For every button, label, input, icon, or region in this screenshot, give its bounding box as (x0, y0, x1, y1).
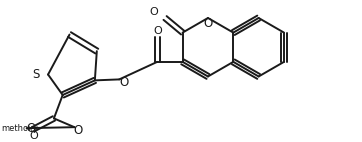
Text: O: O (149, 7, 158, 17)
Text: O: O (119, 76, 129, 89)
Text: O: O (203, 17, 212, 30)
Text: O: O (73, 124, 83, 137)
Text: O: O (29, 131, 38, 141)
Text: O: O (26, 122, 35, 135)
Text: methoxy: methoxy (1, 124, 38, 133)
Text: O: O (153, 26, 161, 36)
Text: S: S (33, 68, 40, 81)
